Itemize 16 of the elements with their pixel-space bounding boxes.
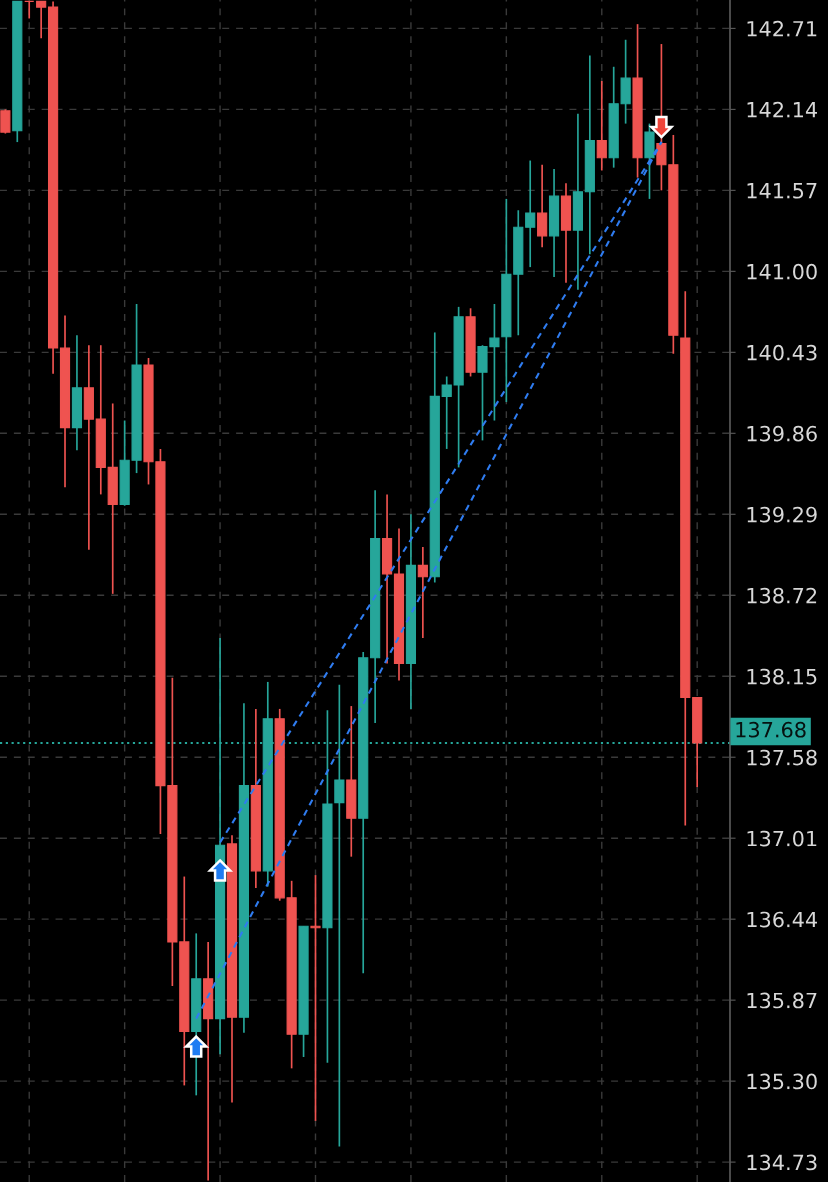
y-tick-label: 135.30 [747,1073,817,1090]
y-tick-label: 142.14 [747,101,818,118]
y-tick-label: 141.57 [747,183,817,199]
y-tick-label: 137.58 [747,749,817,766]
y-tick-label: 134.73 [747,1154,817,1171]
y-tick-label: 139.29 [747,506,817,523]
y-tick-label: 139.86 [747,425,817,442]
y-tick-label: 142.71 [747,20,817,37]
y-tick-label: 138.15 [747,668,817,685]
y-tick-label: 138.72 [747,587,817,604]
y-tick-label: 141.00 [747,263,817,280]
y-tick-label: 135.87 [747,992,817,1009]
y-tick-label: 137.01 [747,830,817,847]
y-tick-label: 136.44 [747,911,818,928]
ref-line-label: 137.68 [736,721,806,738]
y-tick-label: 140.43 [747,344,817,361]
